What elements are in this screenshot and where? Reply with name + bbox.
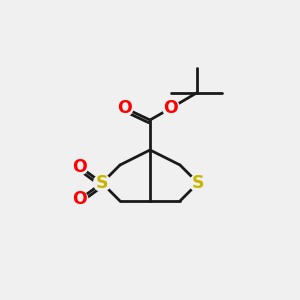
Text: O: O [72, 158, 87, 175]
Circle shape [71, 158, 88, 175]
Text: O: O [117, 99, 132, 117]
Circle shape [163, 100, 179, 116]
Text: O: O [72, 190, 87, 208]
Text: S: S [96, 174, 108, 192]
Text: O: O [164, 99, 178, 117]
Circle shape [71, 191, 88, 208]
Circle shape [116, 100, 133, 116]
Circle shape [94, 175, 110, 191]
Text: S: S [192, 174, 204, 192]
Circle shape [190, 175, 206, 191]
